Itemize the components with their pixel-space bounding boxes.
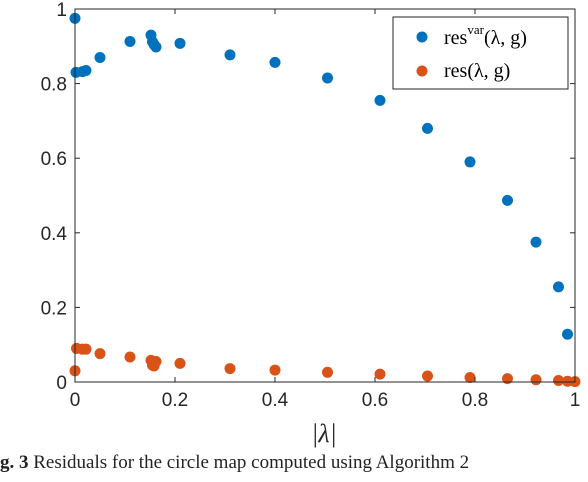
caption-text: Residuals for the circle map computed us… xyxy=(33,452,470,473)
data-point-series-1 xyxy=(502,194,513,206)
y-tick-label: 0.8 xyxy=(41,75,67,96)
data-point-series-2 xyxy=(374,368,386,380)
data-point-series-2 xyxy=(269,364,281,376)
x-tick-label: 0.6 xyxy=(362,390,388,411)
y-tick-label: 0 xyxy=(56,373,67,394)
data-point-series-1 xyxy=(422,122,433,134)
data-points xyxy=(69,12,581,388)
plot-frame xyxy=(74,8,576,383)
x-axis-label: |λ| xyxy=(311,419,337,448)
data-point-series-1 xyxy=(80,65,92,77)
data-point-series-2 xyxy=(174,357,186,369)
data-point-series-1 xyxy=(124,35,136,47)
x-tick-label: 1 xyxy=(570,390,581,411)
data-point-series-1 xyxy=(553,281,564,293)
data-point-series-1 xyxy=(322,72,333,84)
data-point-series-2 xyxy=(530,374,542,386)
y-tick-label: 0.6 xyxy=(41,149,67,170)
legend-box xyxy=(392,16,569,90)
data-point-series-2 xyxy=(124,351,136,363)
data-point-series-2 xyxy=(150,355,162,367)
data-point-series-1 xyxy=(224,49,236,61)
data-point-series-2 xyxy=(80,343,92,355)
figure-caption: g. 3 Residuals for the circle map comput… xyxy=(0,452,588,482)
series-2 xyxy=(69,342,581,388)
data-point-series-2 xyxy=(422,370,433,382)
legend-marker-series-2 xyxy=(416,65,428,77)
x-tick-label: 0.8 xyxy=(462,390,488,411)
scatter-chart: 0 0.2 0.4 0.6 0.8 1 0 0.2 0.4 0.6 0.8 1 |λ| resvar(… xyxy=(41,0,581,448)
x-tick-label: 0 xyxy=(70,390,81,411)
x-tick-label: 0.2 xyxy=(162,390,188,411)
data-point-series-1 xyxy=(269,56,281,68)
data-point-series-1 xyxy=(150,41,162,53)
y-tick-label: 0.4 xyxy=(41,224,68,245)
x-tick-label: 0.4 xyxy=(262,390,289,411)
legend: resvar(λ, g) res(λ, g) xyxy=(392,16,569,90)
data-point-series-2 xyxy=(502,373,513,385)
data-point-series-2 xyxy=(464,372,476,384)
y-tick-label: 1 xyxy=(56,0,67,21)
data-point-series-2 xyxy=(553,375,564,387)
data-point-series-2 xyxy=(224,363,236,375)
series-1 xyxy=(69,12,573,340)
data-point-series-1 xyxy=(174,37,186,49)
data-point-series-1 xyxy=(464,156,476,168)
legend-label-series-2: res(λ, g) xyxy=(444,60,510,82)
data-point-series-2 xyxy=(322,366,333,378)
axis-ticks: 0 0.2 0.4 0.6 0.8 1 0 0.2 0.4 0.6 0.8 1 xyxy=(41,0,581,411)
legend-marker-series-1 xyxy=(416,31,428,43)
caption-label: g. 3 xyxy=(0,452,29,473)
data-point-series-1 xyxy=(562,328,573,340)
data-point-series-2 xyxy=(94,348,106,360)
data-point-series-1 xyxy=(374,94,386,106)
data-point-series-1 xyxy=(530,236,542,248)
y-tick-label: 0.2 xyxy=(41,298,67,319)
data-point-series-1 xyxy=(94,51,106,63)
legend-label-series-1: resvar(λ, g) xyxy=(444,22,527,49)
